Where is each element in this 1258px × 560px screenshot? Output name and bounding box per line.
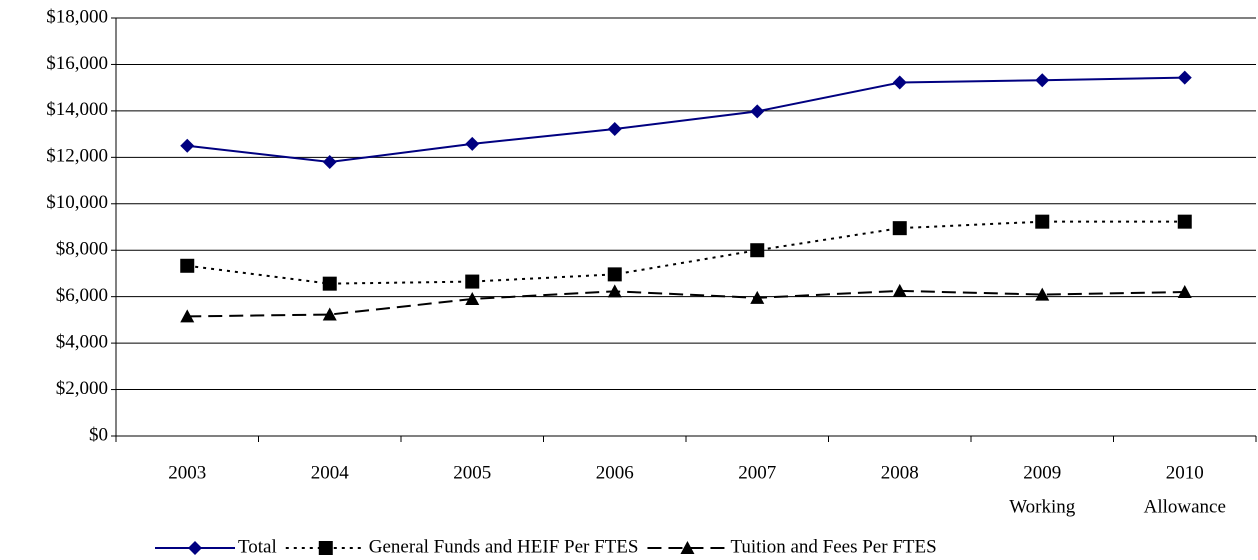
marker: [607, 267, 622, 282]
series-line: [187, 220, 1185, 285]
marker: [750, 243, 765, 258]
x-tick-label: 2008: [881, 462, 919, 483]
legend-marker: [188, 541, 202, 555]
x-tick-sublabel: Working: [1009, 496, 1076, 517]
y-tick-label: $4,000: [56, 331, 108, 352]
y-tick-label: $12,000: [46, 146, 108, 167]
legend: Total General Funds and HEIF Per FTES Tuit…: [155, 536, 937, 557]
y-tick-label: $18,000: [46, 6, 108, 27]
x-tick-label: 2003: [168, 462, 206, 483]
x-tick-label: 2007: [738, 462, 776, 483]
marker: [1035, 214, 1050, 229]
y-tick-label: $2,000: [56, 378, 108, 399]
marker: [1177, 285, 1192, 299]
legend-label: General Funds and HEIF Per FTES: [369, 536, 639, 557]
x-tick-label: 2005: [453, 462, 491, 483]
marker: [180, 258, 195, 273]
marker: [892, 221, 907, 236]
x-tick-label: 2004: [311, 462, 350, 483]
y-tick-label: $14,000: [46, 99, 108, 120]
marker: [465, 136, 480, 151]
legend-marker: [318, 541, 333, 555]
y-tick-label: $10,000: [46, 192, 108, 213]
y-tick-label: $8,000: [56, 239, 108, 260]
marker: [322, 276, 337, 291]
marker: [1177, 70, 1192, 85]
marker: [322, 307, 337, 321]
marker: [465, 274, 480, 289]
y-tick-label: $0: [89, 424, 108, 445]
series-line: [187, 76, 1185, 163]
x-tick-sublabel: Allowance: [1144, 496, 1226, 517]
x-tick-label: 2006: [596, 462, 634, 483]
marker: [892, 75, 907, 90]
marker: [750, 290, 765, 304]
marker: [322, 154, 337, 169]
marker: [180, 309, 195, 323]
legend-marker: [680, 541, 695, 554]
x-tick-label: 2009: [1023, 462, 1061, 483]
y-tick-label: $16,000: [46, 53, 108, 74]
series-line: [187, 289, 1185, 318]
y-tick-label: $6,000: [56, 285, 108, 306]
marker: [1035, 287, 1050, 301]
marker: [607, 122, 622, 137]
legend-label: Tuition and Fees Per FTES: [730, 536, 936, 557]
marker: [180, 138, 195, 153]
x-tick-label: 2010: [1166, 462, 1204, 483]
legend-label: Total: [238, 536, 277, 557]
marker: [465, 291, 480, 305]
marker: [750, 104, 765, 119]
marker: [892, 283, 907, 297]
marker: [1177, 214, 1192, 229]
marker: [607, 284, 622, 298]
marker: [1035, 73, 1050, 88]
